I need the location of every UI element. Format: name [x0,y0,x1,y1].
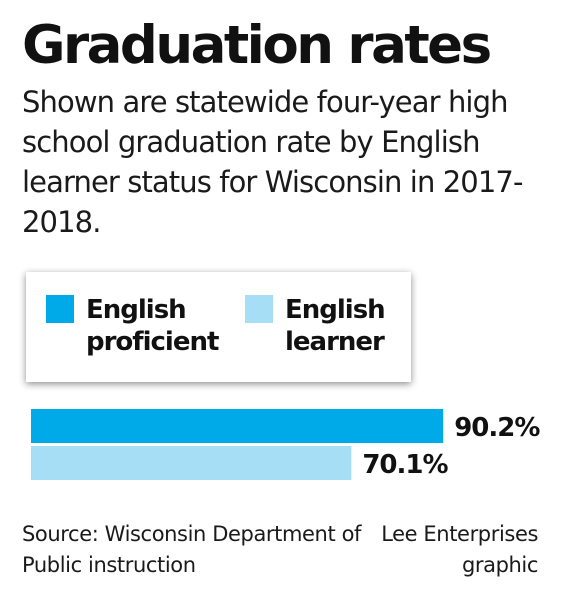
source-note: Source: Wisconsin Department of Public i… [22,522,362,577]
bar-chart: 90.2%70.1% [31,409,541,480]
bar-english-learner [31,446,352,480]
value-label-english-proficient: 90.2% [454,413,540,443]
legend-label-english-proficient: English proficient [86,295,219,357]
chart-subtitle: Shown are statewide four-year high schoo… [22,85,523,239]
legend-label-english-learner: English learner [285,295,386,357]
legend-swatch-english-learner [245,295,273,323]
legend-swatch-english-proficient [46,295,74,323]
value-label-english-learner: 70.1% [362,450,448,480]
bar-english-proficient [31,409,444,443]
chart-title: Graduation rates [22,15,492,76]
credit-note: Lee Enterprises graphic [381,522,538,577]
legend: English proficient English learner [26,272,411,382]
